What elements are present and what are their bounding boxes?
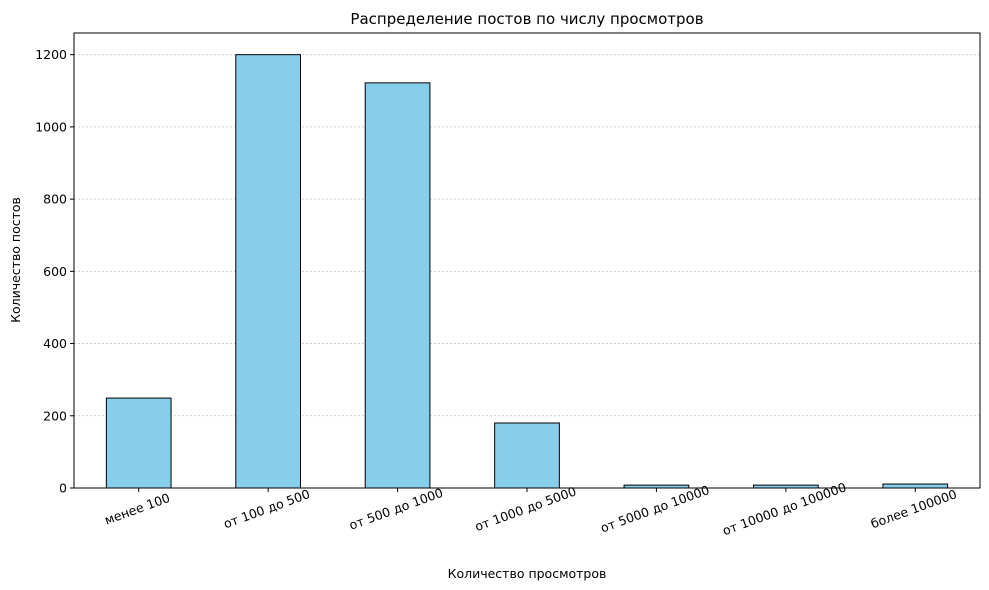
x-tick-label: от 5000 до 10000 — [598, 482, 711, 535]
y-tick-label: 0 — [59, 481, 67, 496]
x-tick-label: более 100000 — [869, 486, 959, 531]
plot-frame — [73, 32, 981, 489]
bars-layer — [105, 54, 949, 489]
y-axis: 0 200 400 600 800 1000 1200 — [35, 47, 74, 496]
bar — [105, 397, 172, 489]
chart-title: Распределение постов по числу просмотров — [350, 10, 703, 28]
y-tick-label: 800 — [43, 192, 67, 207]
y-tick-label: 600 — [43, 264, 67, 279]
x-tick-label: менее 100 — [102, 490, 172, 528]
bar — [882, 483, 949, 489]
bar — [235, 54, 302, 489]
y-axis-label: Количество постов — [8, 197, 23, 323]
x-axis-label: Количество просмотров — [448, 566, 607, 581]
y-tick-label: 200 — [43, 408, 67, 423]
x-tick-label: от 500 до 1000 — [347, 485, 445, 533]
y-tick-label: 1200 — [35, 47, 67, 62]
x-tick-label: от 100 до 500 — [221, 486, 312, 531]
bar — [364, 82, 431, 489]
x-tick-label: от 1000 до 5000 — [473, 483, 578, 534]
bar — [494, 422, 560, 489]
y-tick-label: 400 — [43, 336, 67, 351]
y-tick-label: 1000 — [35, 119, 67, 134]
